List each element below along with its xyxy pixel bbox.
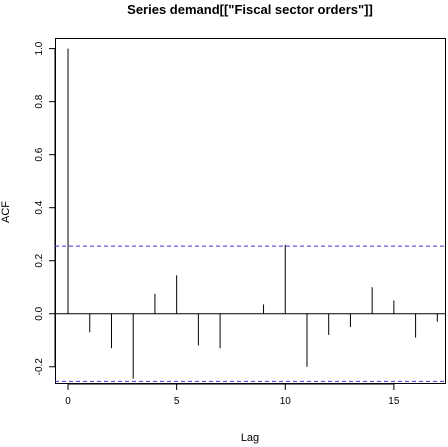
x-axis-label: Lag bbox=[241, 432, 259, 444]
chart-title: Series demand[["Fiscal sector orders"]] bbox=[127, 2, 373, 17]
y-tick-label: 0.4 bbox=[34, 200, 45, 214]
x-tick-label: 0 bbox=[65, 396, 71, 407]
confidence-bands bbox=[55, 245, 446, 382]
x-axis: 0 5 10 15 bbox=[65, 383, 400, 407]
x-tick-label: 15 bbox=[388, 396, 400, 407]
y-tick-label: 0.6 bbox=[34, 147, 45, 161]
x-tick-label: 10 bbox=[280, 396, 292, 407]
y-axis: -0.2 0.0 0.2 0.4 0.6 0.8 1.0 bbox=[34, 41, 56, 376]
y-tick-label: 0.2 bbox=[34, 253, 45, 267]
plot-frame bbox=[55, 38, 446, 384]
y-tick-label: 0.0 bbox=[34, 306, 45, 320]
y-tick-label: -0.2 bbox=[34, 358, 45, 376]
x-tick-label: 5 bbox=[174, 396, 180, 407]
y-axis-label: ACF bbox=[0, 201, 12, 223]
y-tick-label: 1.0 bbox=[34, 41, 45, 55]
acf-bars bbox=[55, 48, 446, 379]
y-tick-label: 0.8 bbox=[34, 94, 45, 108]
